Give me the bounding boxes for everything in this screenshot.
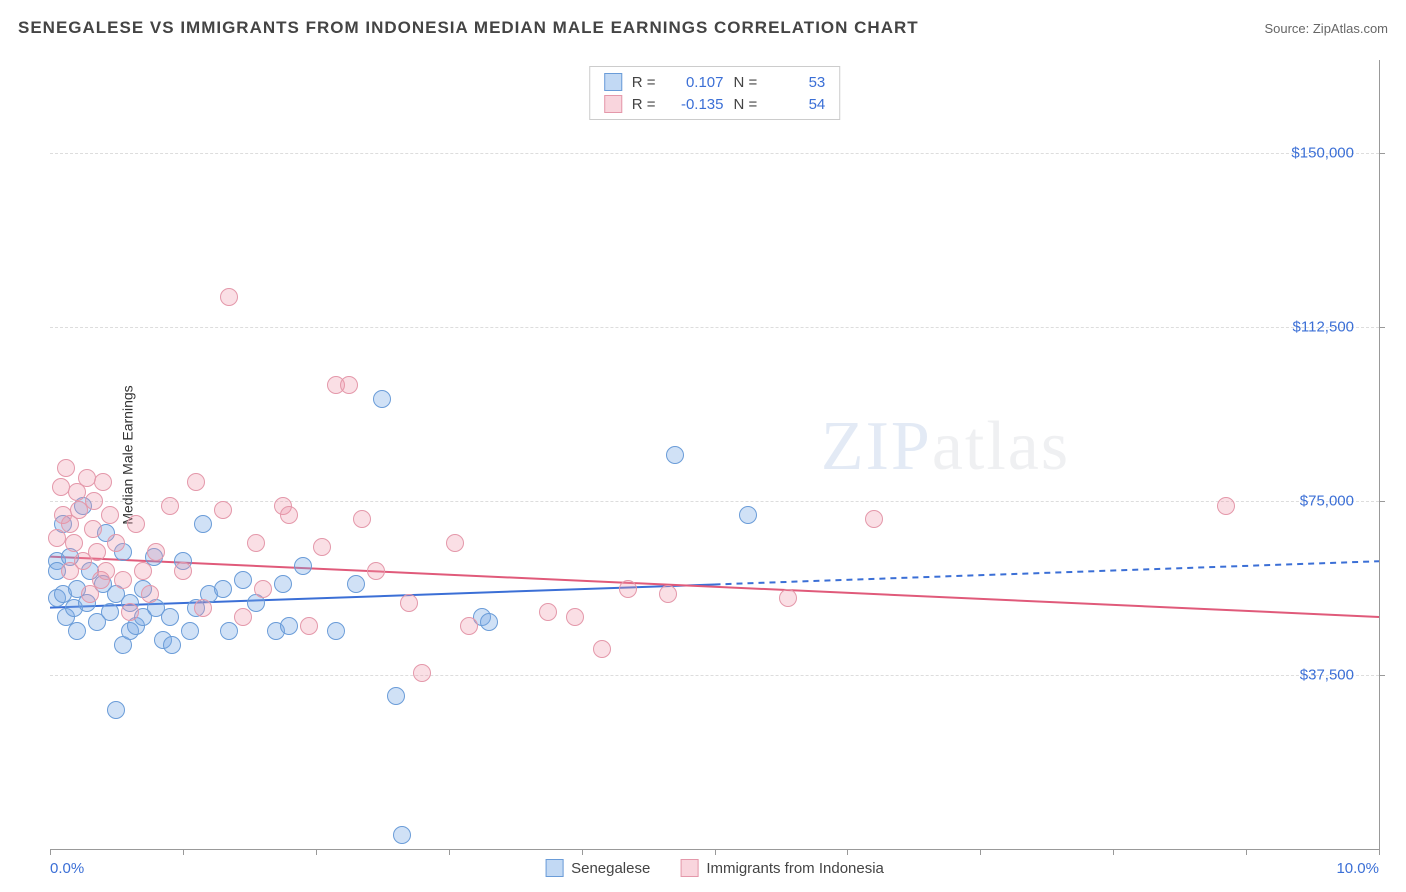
scatter-point	[865, 510, 883, 528]
gridline	[50, 501, 1379, 502]
scatter-point	[340, 376, 358, 394]
r-value-b: -0.135	[666, 96, 724, 113]
scatter-point	[127, 515, 145, 533]
legend-item-senegalese: Senegalese	[545, 859, 650, 877]
scatter-point	[254, 580, 272, 598]
legend-row-series-b: R = -0.135 N = 54	[604, 93, 826, 115]
title-bar: SENEGALESE VS IMMIGRANTS FROM INDONESIA …	[18, 18, 1388, 38]
x-axis-max-label: 10.0%	[1336, 860, 1379, 877]
scatter-point	[121, 603, 139, 621]
legend-item-indonesia: Immigrants from Indonesia	[680, 859, 884, 877]
scatter-point	[539, 603, 557, 621]
y-tick-label: $75,000	[1300, 492, 1354, 509]
n-value-b: 54	[767, 96, 825, 113]
scatter-point	[134, 562, 152, 580]
scatter-point	[214, 501, 232, 519]
scatter-point	[619, 580, 637, 598]
scatter-point	[101, 506, 119, 524]
scatter-point	[460, 617, 478, 635]
scatter-point	[48, 529, 66, 547]
scatter-point	[480, 613, 498, 631]
scatter-point	[400, 594, 418, 612]
r-value-a: 0.107	[666, 74, 724, 91]
chart-plot-area: Median Male Earnings ZIPatlas R = 0.107 …	[50, 60, 1380, 850]
scatter-point	[114, 571, 132, 589]
gridline	[50, 153, 1379, 154]
scatter-point	[313, 538, 331, 556]
scatter-point	[161, 608, 179, 626]
y-tick-label: $37,500	[1300, 666, 1354, 683]
swatch-indonesia-icon	[604, 95, 622, 113]
scatter-point	[194, 515, 212, 533]
scatter-point	[220, 288, 238, 306]
scatter-point	[566, 608, 584, 626]
scatter-point	[107, 534, 125, 552]
scatter-point	[446, 534, 464, 552]
correlation-legend: R = 0.107 N = 53 R = -0.135 N = 54	[589, 66, 841, 120]
y-tick-label: $150,000	[1291, 144, 1354, 161]
scatter-point	[234, 571, 252, 589]
scatter-point	[181, 622, 199, 640]
n-value-a: 53	[767, 74, 825, 91]
scatter-point	[101, 603, 119, 621]
scatter-point	[327, 622, 345, 640]
gridline	[50, 675, 1379, 676]
scatter-point	[107, 701, 125, 719]
scatter-point	[387, 687, 405, 705]
scatter-point	[194, 599, 212, 617]
swatch-indonesia-icon	[680, 859, 698, 877]
scatter-point	[57, 459, 75, 477]
scatter-point	[220, 622, 238, 640]
scatter-point	[1217, 497, 1235, 515]
scatter-point	[413, 664, 431, 682]
scatter-point	[393, 826, 411, 844]
swatch-senegalese-icon	[545, 859, 563, 877]
scatter-point	[163, 636, 181, 654]
legend-row-series-a: R = 0.107 N = 53	[604, 71, 826, 93]
scatter-point	[280, 506, 298, 524]
scatter-point	[666, 446, 684, 464]
scatter-point	[65, 534, 83, 552]
scatter-point	[214, 580, 232, 598]
scatter-point	[174, 562, 192, 580]
scatter-point	[187, 473, 205, 491]
scatter-point	[347, 575, 365, 593]
scatter-point	[147, 543, 165, 561]
scatter-point	[97, 562, 115, 580]
y-tick-label: $112,500	[1293, 318, 1354, 335]
scatter-point	[779, 589, 797, 607]
scatter-point	[84, 520, 102, 538]
scatter-point	[300, 617, 318, 635]
scatter-point	[294, 557, 312, 575]
scatter-point	[280, 617, 298, 635]
series-legend: Senegalese Immigrants from Indonesia	[545, 859, 884, 877]
scatter-point	[739, 506, 757, 524]
scatter-point	[161, 497, 179, 515]
chart-title: SENEGALESE VS IMMIGRANTS FROM INDONESIA …	[18, 18, 919, 38]
scatter-point	[234, 608, 252, 626]
scatter-point	[367, 562, 385, 580]
y-axis-label: Median Male Earnings	[120, 385, 136, 524]
scatter-point	[659, 585, 677, 603]
scatter-point	[247, 534, 265, 552]
scatter-point	[373, 390, 391, 408]
scatter-point	[141, 585, 159, 603]
watermark: ZIPatlas	[821, 407, 1070, 487]
trend-lines	[50, 60, 1379, 849]
scatter-point	[85, 492, 103, 510]
swatch-senegalese-icon	[604, 73, 622, 91]
x-axis-min-label: 0.0%	[50, 860, 84, 877]
gridline	[50, 327, 1379, 328]
scatter-point	[94, 473, 112, 491]
scatter-point	[88, 543, 106, 561]
scatter-point	[274, 575, 292, 593]
scatter-point	[593, 640, 611, 658]
scatter-point	[68, 622, 86, 640]
source-attribution: Source: ZipAtlas.com	[1264, 21, 1388, 36]
scatter-point	[353, 510, 371, 528]
